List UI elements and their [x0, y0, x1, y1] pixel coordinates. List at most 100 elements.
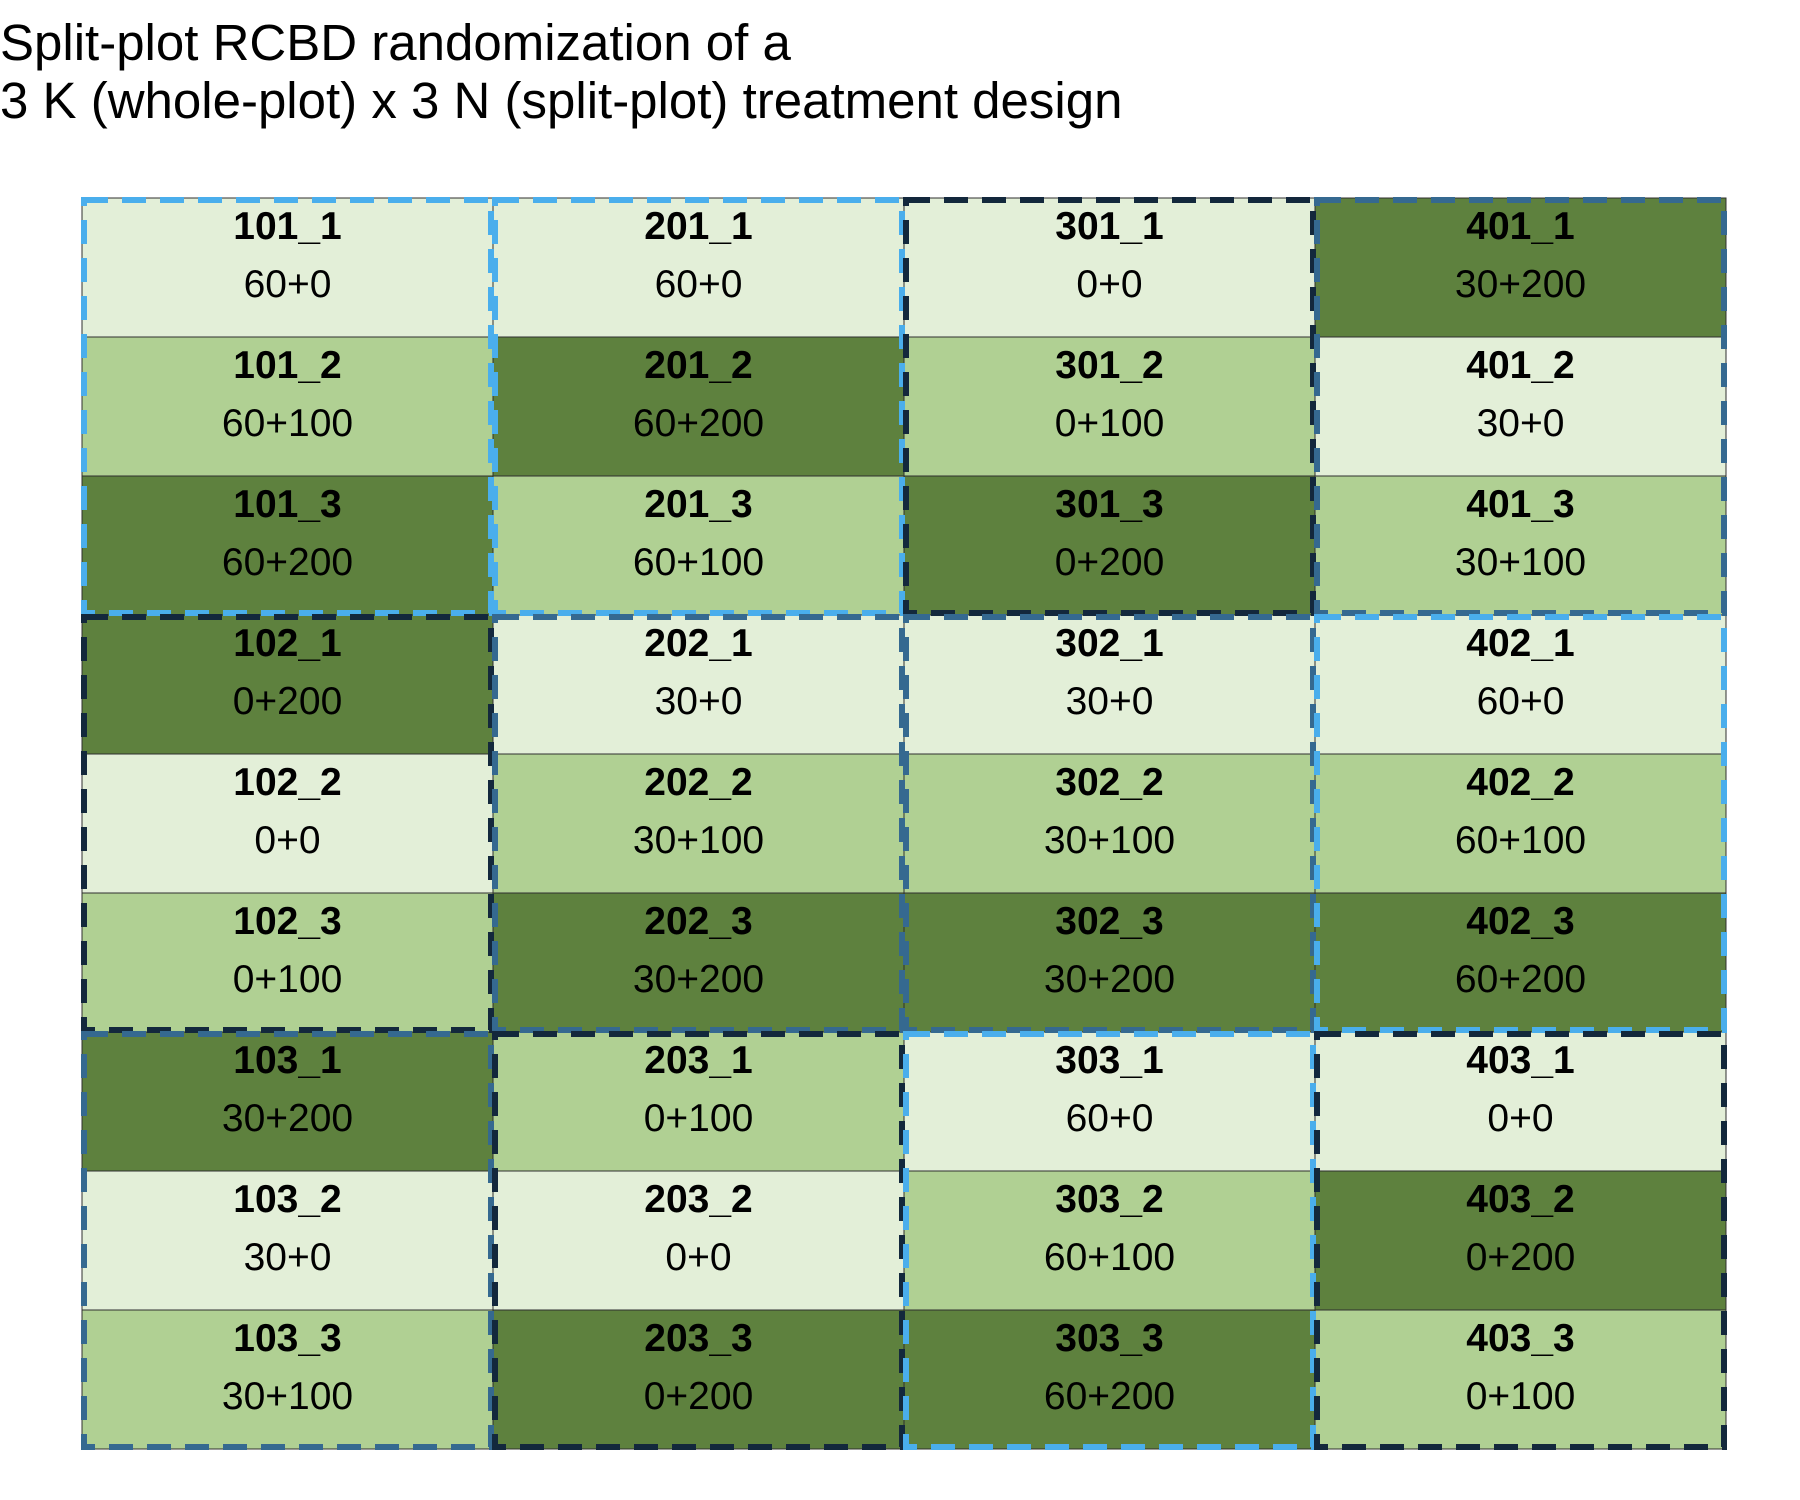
subplot-id: 403_1: [1466, 1039, 1574, 1082]
subplot-id: 303_3: [1055, 1317, 1163, 1360]
subplot-cell: [81, 753, 494, 894]
subplot-id: 302_3: [1055, 900, 1163, 943]
treatment-label: 0+0: [254, 819, 320, 862]
subplot-cell: [903, 1170, 1316, 1311]
subplot-cell: [81, 892, 494, 1033]
treatment-label: 60+100: [1044, 1236, 1175, 1279]
subplot-id: 202_2: [644, 761, 752, 804]
subplot-id: 102_3: [233, 900, 341, 943]
subplot-id: 403_2: [1466, 1178, 1574, 1221]
treatment-label: 60+0: [244, 263, 332, 306]
subplot-id: 301_2: [1055, 344, 1163, 387]
subplot-id: 201_1: [644, 205, 752, 248]
subplot-cell: [81, 475, 494, 616]
subplot-id: 401_1: [1466, 205, 1574, 248]
whole-plot-outline: [903, 197, 1316, 616]
subplot-cell: [1314, 1309, 1727, 1450]
subplot-cell: [492, 753, 905, 894]
whole-plot-outline: [1314, 197, 1727, 616]
whole-plot-outline: [81, 614, 494, 1033]
subplot-id: 302_1: [1055, 622, 1163, 665]
title-line-1: Split-plot RCBD randomization of a: [0, 14, 791, 71]
subplot-id: 303_2: [1055, 1178, 1163, 1221]
treatment-label: 60+100: [1455, 819, 1586, 862]
subplot-labels: 101_1 60+0 101_2 60+100 101_3 60+200 102_1 0+20…: [222, 205, 1586, 1418]
whole-plot-outline: [903, 1031, 1316, 1450]
subplot-id: 401_3: [1466, 483, 1574, 526]
treatment-label: 60+100: [222, 402, 353, 445]
treatment-label: 30+200: [633, 958, 764, 1001]
subplot-cell: [81, 1170, 494, 1311]
subplot-cell: [81, 1031, 494, 1172]
subplot-cells: [81, 197, 1727, 1450]
subplot-cell: [903, 892, 1316, 1033]
treatment-label: 60+200: [1044, 1375, 1175, 1418]
whole-plot-outline: [492, 197, 905, 616]
subplot-id: 402_3: [1466, 900, 1574, 943]
treatment-label: 0+100: [233, 958, 343, 1001]
subplot-id: 102_2: [233, 761, 341, 804]
whole-plot-outline: [81, 197, 494, 616]
subplot-id: 303_1: [1055, 1039, 1163, 1082]
treatment-label: 60+100: [633, 541, 764, 584]
subplot-cell: [903, 336, 1316, 477]
subplot-id: 401_2: [1466, 344, 1574, 387]
treatment-label: 0+200: [1466, 1236, 1576, 1279]
treatment-label: 0+0: [1487, 1097, 1553, 1140]
treatment-label: 0+100: [1055, 402, 1165, 445]
subplot-cell: [903, 1309, 1316, 1450]
subplot-cell: [492, 1309, 905, 1450]
subplot-cell: [903, 753, 1316, 894]
whole-plot-outline: [1314, 1031, 1727, 1450]
subplot-cell: [1314, 475, 1727, 616]
title-line-2: 3 K (whole-plot) x 3 N (split-plot) trea…: [0, 72, 1123, 129]
treatment-label: 0+100: [1466, 1375, 1576, 1418]
treatment-label: 0+0: [1076, 263, 1142, 306]
treatment-label: 30+200: [1044, 958, 1175, 1001]
treatment-label: 30+100: [1455, 541, 1586, 584]
subplot-cell: [1314, 1031, 1727, 1172]
subplot-cell: [81, 197, 494, 338]
subplot-id: 201_3: [644, 483, 752, 526]
treatment-label: 30+100: [222, 1375, 353, 1418]
whole-plot-outline: [1314, 614, 1727, 1033]
treatment-label: 60+200: [222, 541, 353, 584]
subplot-id: 402_1: [1466, 622, 1574, 665]
treatment-label: 30+0: [1066, 680, 1154, 723]
treatment-label: 60+0: [655, 263, 743, 306]
subplot-cell: [1314, 197, 1727, 338]
subplot-id: 202_3: [644, 900, 752, 943]
subplot-cell: [492, 336, 905, 477]
whole-plot-outline: [81, 1031, 494, 1450]
subplot-cell: [1314, 1170, 1727, 1311]
subplot-id: 103_3: [233, 1317, 341, 1360]
subplot-cell: [81, 1309, 494, 1450]
treatment-label: 0+200: [1055, 541, 1165, 584]
subplot-id: 301_3: [1055, 483, 1163, 526]
subplot-id: 103_2: [233, 1178, 341, 1221]
subplot-cell: [1314, 614, 1727, 755]
subplot-id: 202_1: [644, 622, 752, 665]
subplot-id: 302_2: [1055, 761, 1163, 804]
subplot-id: 301_1: [1055, 205, 1163, 248]
subplot-id: 203_3: [644, 1317, 752, 1360]
treatment-label: 60+0: [1066, 1097, 1154, 1140]
subplot-id: 201_2: [644, 344, 752, 387]
treatment-label: 30+0: [655, 680, 743, 723]
treatment-label: 30+200: [222, 1097, 353, 1140]
treatment-label: 30+200: [1455, 263, 1586, 306]
subplot-cell: [903, 475, 1316, 616]
subplot-cell: [903, 197, 1316, 338]
treatment-label: 60+200: [633, 402, 764, 445]
subplot-id: 101_3: [233, 483, 341, 526]
treatment-label: 30+100: [633, 819, 764, 862]
treatment-label: 30+0: [1477, 402, 1565, 445]
subplot-id: 103_1: [233, 1039, 341, 1082]
whole-plot-outlines: [81, 197, 1727, 1450]
treatment-label: 0+200: [644, 1375, 754, 1418]
subplot-cell: [492, 475, 905, 616]
subplot-cell: [903, 614, 1316, 755]
whole-plot-outline: [492, 1031, 905, 1450]
subplot-id: 203_2: [644, 1178, 752, 1221]
